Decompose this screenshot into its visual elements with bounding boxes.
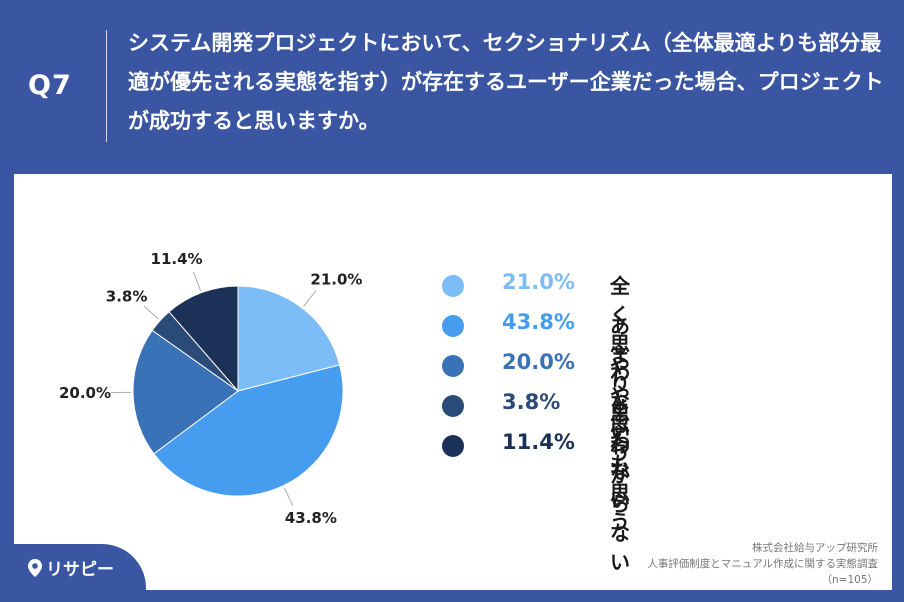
- leader-line-4: [143, 305, 159, 320]
- pie-data-label-3: 20.0%: [59, 384, 111, 402]
- leader-line-5: [193, 271, 201, 291]
- source-survey: 人事評価制度とマニュアル作成に関する実態調査: [647, 558, 878, 570]
- pie-data-label-5: 11.4%: [151, 250, 203, 268]
- legend-value: 21.0%: [502, 270, 575, 294]
- brand-logo: リサピー: [28, 555, 114, 582]
- legend-label: やや思う: [610, 354, 630, 465]
- pie-chart: 21.0% 43.8% 20.0% 3.8% 11.4%: [59, 250, 363, 527]
- pie-data-label-1: 21.0%: [310, 271, 362, 289]
- source-note: 株式会社給与アップ研究所 人事評価制度とマニュアル作成に関する実態調査 （n=1…: [647, 540, 878, 588]
- legend-label: わからない: [610, 434, 630, 574]
- legend-value: 3.8%: [502, 390, 561, 414]
- pie-data-label-2: 43.8%: [285, 509, 337, 527]
- legend-swatch: [442, 355, 464, 377]
- legend-swatch: [442, 395, 464, 417]
- legend-value: 20.0%: [502, 350, 575, 374]
- legend-swatch: [442, 435, 464, 457]
- legend-value: 11.4%: [502, 430, 575, 454]
- pie-slice-5: [168, 285, 239, 393]
- question-header: Q7 システム開発プロジェクトにおいて、セクショナリズム（全体最適よりも部分最適…: [0, 0, 904, 170]
- question-number: Q7: [28, 70, 72, 101]
- pie-slice-3: [132, 329, 239, 455]
- source-sample-size: （n=105）: [821, 574, 879, 586]
- leader-line-1: [303, 290, 317, 307]
- pie-slice-2: [153, 364, 344, 497]
- header-divider: [106, 30, 107, 142]
- legend-label: あまり思わない: [610, 314, 630, 512]
- legend-swatch: [442, 315, 464, 337]
- leader-line-2: [283, 487, 294, 506]
- brand-name: リサピー: [46, 560, 114, 580]
- pie-data-label-4: 3.8%: [106, 287, 148, 305]
- pie-slice-1: [237, 285, 341, 392]
- map-pin-icon: [28, 558, 42, 582]
- legend-value: 43.8%: [502, 310, 575, 334]
- chart-card: 21.0% 43.8% 20.0% 3.8% 11.4% 21.0% 全く思わない 43.8…: [14, 174, 892, 590]
- source-company: 株式会社給与アップ研究所: [752, 542, 878, 554]
- legend-label: 全く思わない: [610, 274, 630, 443]
- legend-swatch: [442, 275, 464, 297]
- brand-tab: リサピー: [14, 544, 146, 590]
- legend-label: とても思う: [610, 394, 630, 534]
- question-text: システム開発プロジェクトにおいて、セクショナリズム（全体最適よりも部分最適が優先…: [128, 31, 884, 133]
